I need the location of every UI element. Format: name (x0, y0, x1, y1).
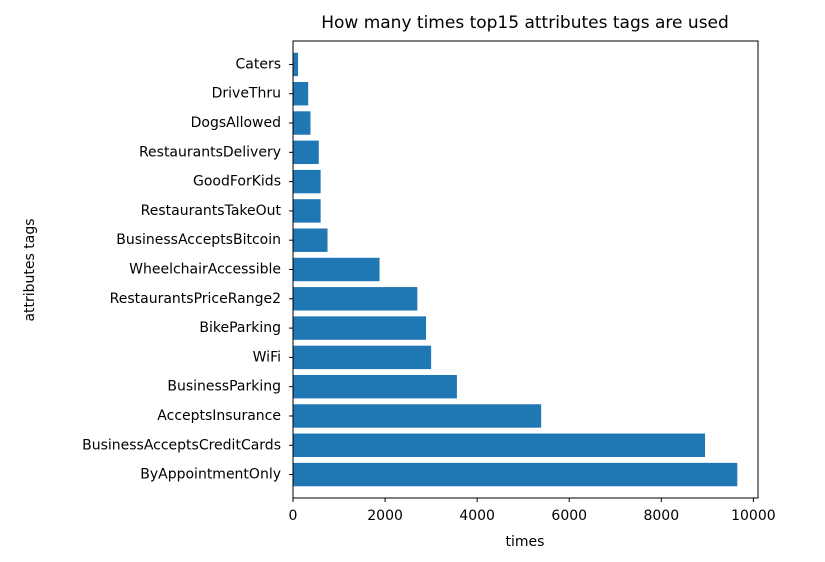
x-tick-label: 4000 (459, 508, 495, 524)
bar-Caters (293, 52, 299, 77)
y-tick-label: RestaurantsTakeOut (141, 203, 282, 219)
bar-DogsAllowed (293, 111, 311, 135)
x-tick-label: 8000 (643, 508, 679, 524)
bar-DriveThru (293, 82, 309, 106)
plot-frame (292, 40, 759, 499)
y-tick-label: ByAppointmentOnly (140, 467, 281, 483)
y-tick-label: DogsAllowed (191, 115, 281, 131)
y-tick-label: WheelchairAccessible (129, 262, 281, 278)
y-tick-label: RestaurantsDelivery (139, 144, 281, 160)
x-axis-ticks: 0 2000 4000 6000 8000 10000 (289, 498, 776, 524)
bars-layer (293, 52, 738, 487)
bar-BusinessAcceptsBitcoin (293, 228, 328, 252)
y-tick-label: BikeParking (199, 320, 281, 336)
x-tick-label: 10000 (731, 508, 776, 524)
y-axis-label: attributes tags (22, 218, 38, 321)
y-tick-label: RestaurantsPriceRange2 (110, 291, 281, 307)
y-tick-label: BusinessAcceptsBitcoin (116, 232, 281, 248)
bar-GoodForKids (293, 169, 321, 194)
bar-RestaurantsTakeOut (293, 199, 321, 223)
y-tick-label: WiFi (253, 349, 281, 365)
x-tick-label: 2000 (367, 508, 403, 524)
y-tick-label: BusinessAcceptsCreditCards (82, 437, 281, 453)
bar-BikeParking (293, 316, 427, 340)
y-tick-label: BusinessParking (167, 379, 281, 395)
x-tick-label: 0 (289, 508, 298, 524)
bar-RestaurantsDelivery (293, 140, 319, 165)
bar-AcceptsInsurance (293, 404, 542, 428)
x-axis-label: times (506, 534, 545, 550)
bar-ByAppointmentOnly (293, 462, 738, 487)
x-tick-label: 6000 (551, 508, 587, 524)
bar-RestaurantsPriceRange2 (293, 287, 418, 311)
chart-title: How many times top15 attributes tags are… (321, 13, 729, 33)
y-tick-label: DriveThru (212, 86, 281, 102)
bar-BusinessAcceptsCreditCards (293, 433, 706, 457)
y-axis-ticks: ByAppointmentOnly BusinessAcceptsCreditCa… (82, 56, 293, 483)
bar-WiFi (293, 345, 432, 370)
bar-BusinessParking (293, 374, 457, 399)
bar-WheelchairAccessible (293, 257, 380, 282)
y-tick-label: AcceptsInsurance (157, 408, 281, 424)
y-tick-label: GoodForKids (193, 174, 281, 190)
y-tick-label: Caters (235, 56, 281, 72)
